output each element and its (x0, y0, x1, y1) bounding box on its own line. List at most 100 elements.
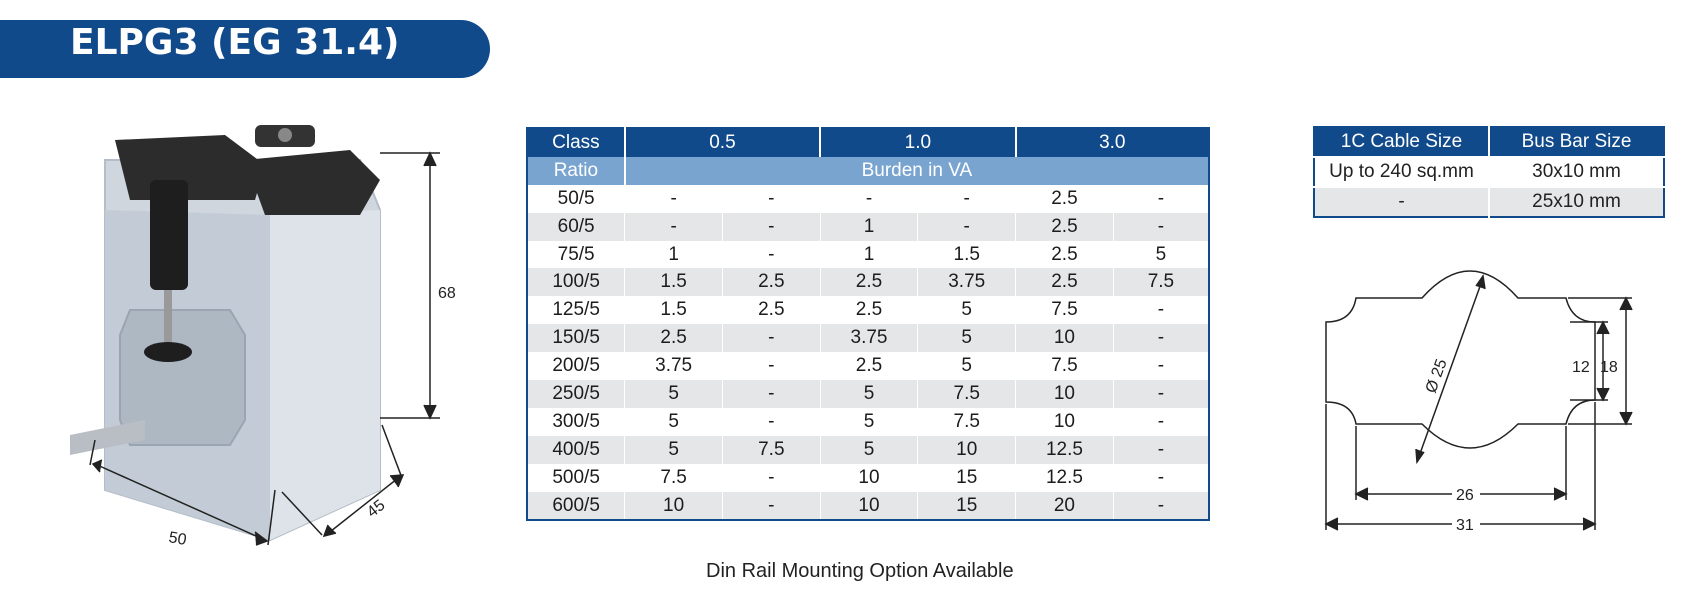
burden-cell: 10 (1015, 324, 1114, 353)
screw-rod (164, 290, 172, 350)
burden-cell: 10 (624, 491, 723, 521)
clip-hole (278, 128, 292, 142)
width-label: 50 (167, 529, 188, 549)
burden-cell: - (721, 352, 821, 381)
burden-cell: 7.5 (721, 435, 821, 464)
burden-cell: - (721, 212, 821, 241)
burden-cell: 3.75 (624, 352, 723, 381)
class-header-row: Class 0.5 1.0 3.0 (527, 128, 1209, 157)
burden-cell: 2.5 (721, 296, 821, 325)
ratio-cell: 200/5 (527, 352, 625, 381)
table-row: 400/5 5 7.5 5 10 12.5- (527, 435, 1209, 464)
table-row: 75/5 1-1 1.5 2.5 5 (527, 240, 1209, 269)
burden-cell: 10 (819, 491, 918, 521)
screw-clamp (144, 342, 192, 362)
burden-cell: 10 (819, 463, 918, 492)
depth-dimension (281, 424, 405, 538)
product-illustration: 68 50 45 (70, 125, 456, 549)
cable-size-header: 1C Cable Size (1314, 127, 1489, 157)
screw-knob (150, 180, 188, 290)
ratio-label: Ratio (527, 156, 625, 185)
burden-cell: 1.5 (624, 296, 723, 325)
terminal-block-right (245, 150, 380, 215)
table-row: - 25x10 mm (1314, 185, 1664, 217)
burden-cell: 2.5 (819, 296, 918, 325)
burden-cell: 3.75 (917, 268, 1016, 297)
burden-cell: 1.5 (624, 268, 723, 297)
ratio-header-row: Ratio Burden in VA (527, 156, 1209, 185)
primary-aperture (119, 309, 246, 446)
burden-cell: - (624, 184, 723, 213)
burden-cell: - (917, 212, 1016, 241)
burden-cell: - (1112, 380, 1209, 408)
table-row: Up to 240 sq.mm 30x10 mm (1314, 155, 1664, 187)
height-dimension (380, 151, 440, 420)
burden-cell: 7.5 (1015, 352, 1114, 381)
inner-height-dimension (1570, 320, 1610, 402)
title-banner (0, 20, 490, 78)
terminal-block-left (115, 135, 265, 200)
table-row: 150/5 2.5-3.75 5 10- (527, 324, 1209, 353)
outer-width-dimension (1324, 402, 1597, 531)
burden-cell: 2.5 (819, 268, 918, 297)
burden-cell: 1.5 (917, 240, 1016, 269)
burden-cell: - (1112, 324, 1209, 353)
burden-cell: - (1112, 296, 1209, 325)
burden-cell: 15 (917, 463, 1016, 492)
ratio-cell: 75/5 (527, 240, 625, 269)
ratio-cell: 250/5 (527, 380, 625, 408)
ratio-cell: 500/5 (527, 463, 625, 492)
cable-size-cell: Up to 240 sq.mm (1314, 155, 1489, 187)
burden-cell: - (917, 184, 1016, 213)
burden-cell: - (1112, 352, 1209, 381)
burden-cell: 12.5 (1015, 435, 1114, 464)
burden-cell: - (819, 184, 918, 213)
inner-width-label: 26 (1456, 487, 1474, 504)
burden-cell: 1 (819, 240, 918, 269)
burden-cell: - (721, 491, 821, 521)
outer-height-dimension (1568, 296, 1633, 426)
ratio-cell: 60/5 (527, 212, 625, 241)
burden-cell: 5 (917, 324, 1016, 353)
burden-cell: 10 (917, 435, 1016, 464)
burden-cell: 5 (624, 407, 723, 436)
burden-cell: - (624, 212, 723, 241)
burden-cell: - (1112, 407, 1209, 436)
burden-cell: 12.5 (1015, 463, 1114, 492)
burden-cell: - (1112, 491, 1209, 521)
burden-cell: - (721, 463, 821, 492)
busbar-size-cell: 25x10 mm (1488, 185, 1664, 217)
burden-cell: - (721, 324, 821, 353)
inner-height-label: 12 (1572, 359, 1590, 376)
table-row: 200/5 3.75-2.5 5 7.5- (527, 352, 1209, 381)
burden-table: Class 0.5 1.0 3.0 Ratio Burden in VA 50/… (526, 127, 1210, 522)
burden-label: Burden in VA (623, 156, 1209, 185)
burden-cell: 1 (819, 212, 918, 241)
cable-size-cell: - (1314, 185, 1489, 217)
burden-cell: 7.5 (1112, 268, 1209, 297)
burden-cell: 15 (917, 491, 1016, 521)
burden-cell: 2.5 (819, 352, 918, 381)
ct-side-face (270, 210, 380, 540)
table-row: 125/5 1.5 2.5 2.5 5 7.5- (527, 296, 1209, 325)
width-dimension (89, 439, 276, 546)
burden-cell: - (1112, 184, 1209, 213)
class-value: 0.5 (623, 128, 821, 157)
busbar-size-cell: 30x10 mm (1488, 155, 1664, 187)
ratio-cell: 300/5 (527, 407, 625, 436)
ratio-cell: 150/5 (527, 324, 625, 353)
aperture-outline (1325, 270, 1596, 449)
burden-cell: - (1112, 435, 1209, 464)
burden-cell: 2.5 (1015, 184, 1114, 213)
burden-cell: 2.5 (1015, 240, 1114, 269)
depth-label: 45 (364, 497, 389, 521)
burden-cell: 7.5 (1015, 296, 1114, 325)
busbar-size-header: Bus Bar Size (1488, 127, 1664, 157)
burden-cell: 2.5 (721, 268, 821, 297)
burden-cell: 20 (1015, 491, 1114, 521)
size-header-row: 1C Cable Size Bus Bar Size (1314, 127, 1664, 157)
ratio-cell: 125/5 (527, 296, 625, 325)
burden-cell: - (721, 380, 821, 408)
table-row: 100/5 1.5 2.5 2.5 3.75 2.5 7.5 (527, 268, 1209, 297)
diameter-dimension (1415, 274, 1486, 465)
